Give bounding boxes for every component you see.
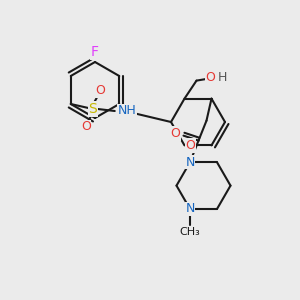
Text: N: N: [185, 202, 195, 215]
Text: N: N: [185, 156, 195, 169]
Text: CH₃: CH₃: [180, 227, 200, 237]
Text: NH: NH: [118, 104, 136, 118]
Text: H: H: [218, 71, 227, 84]
Text: O: O: [95, 85, 105, 98]
Text: O: O: [206, 71, 215, 84]
Text: O: O: [171, 127, 180, 140]
Text: S: S: [88, 102, 97, 116]
Text: O: O: [81, 121, 91, 134]
Text: O: O: [186, 139, 195, 152]
Text: F: F: [91, 45, 99, 59]
